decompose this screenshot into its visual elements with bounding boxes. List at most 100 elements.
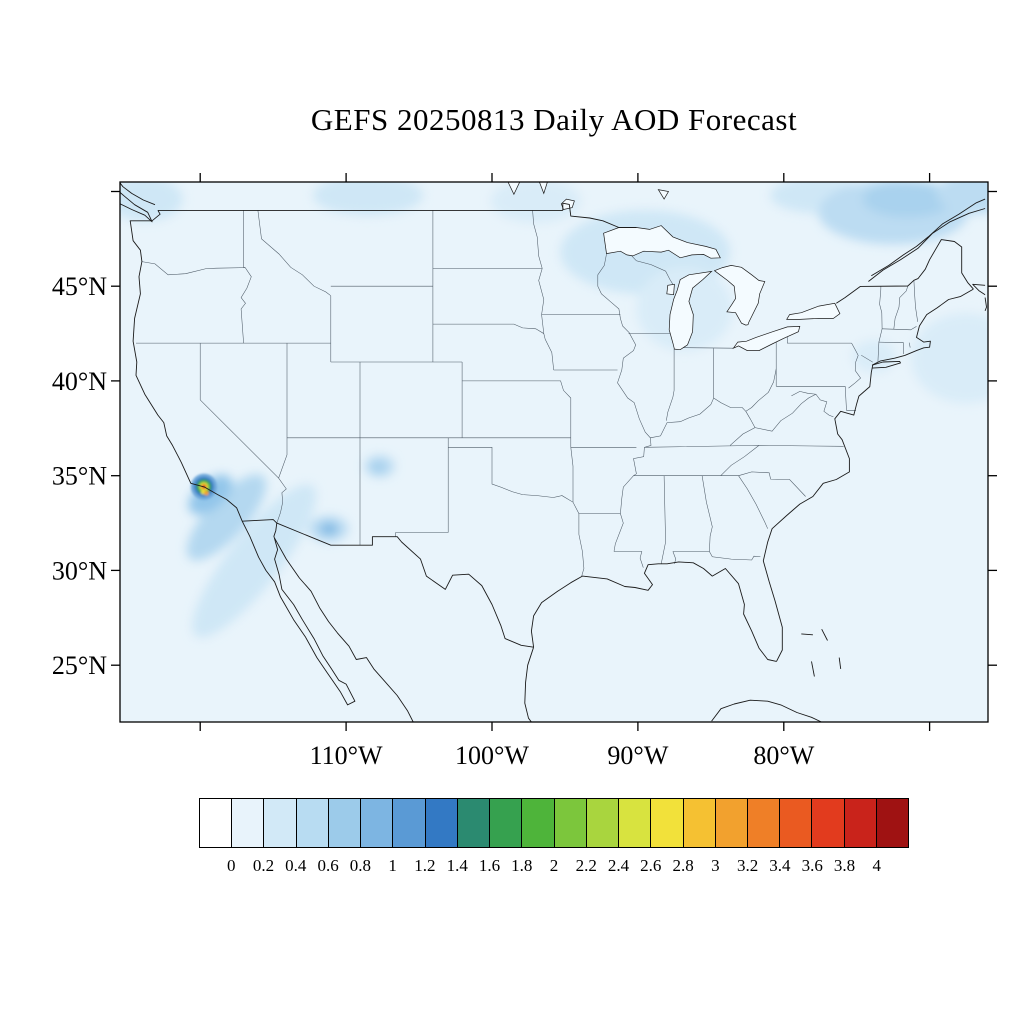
colorbar-tick-label: 0.8 — [349, 856, 372, 875]
aod-hotspot-ring — [204, 490, 209, 496]
colorbar-segment — [392, 798, 426, 848]
colorbar-tick-label: 3 — [711, 856, 720, 875]
colorbar-segment — [714, 798, 748, 848]
coastline — [120, 182, 156, 206]
colorbar-segment — [231, 798, 265, 848]
state-border-line — [278, 343, 288, 479]
lake-shape — [668, 270, 713, 351]
colorbar-tick-label: 3.6 — [801, 856, 823, 875]
lat-tick-label: 30°N — [52, 556, 107, 585]
state-border-line — [432, 323, 554, 371]
state-border-line — [570, 447, 585, 577]
colorbar-tick-label: 4 — [872, 856, 881, 875]
colorbar-segment — [843, 798, 877, 848]
coastline — [274, 537, 414, 722]
colorbar-segment — [489, 798, 523, 848]
coastline — [242, 519, 534, 648]
colorbar-tick-label: 3.8 — [833, 856, 856, 875]
colorbar-tick-label: 2.2 — [575, 856, 597, 875]
colorbar-segment — [811, 798, 845, 848]
coastline — [801, 633, 813, 636]
aod-patch — [186, 474, 267, 561]
state-border-line — [597, 253, 652, 552]
lake-shape — [732, 326, 801, 351]
colorbar: 0 0.2 0.4 0.6 0.8 1 1.2 1.4 1.6 1.8 2 2.2 2.4 2.6 2.8 3… — [199, 798, 910, 875]
colorbar-segment — [746, 798, 781, 848]
axis-ticks — [111, 173, 997, 731]
map-frame — [119, 181, 989, 723]
lake-shape — [657, 189, 670, 200]
colorbar-tick-label: 0.6 — [317, 856, 339, 875]
state-border-line — [141, 261, 246, 276]
colorbar-segment — [875, 798, 910, 848]
state-border-line — [893, 285, 909, 330]
aod-patch — [120, 182, 183, 222]
colorbar-segment — [682, 798, 716, 848]
lon-tick-label: 80°W — [753, 741, 814, 770]
colorbar-tick-label: 1.2 — [414, 856, 436, 875]
map-canvas: 45°N 40°N 35°N 30°N 25°N 110°W 100°W 90°W 80°W — [52, 173, 997, 770]
lake-shape — [539, 182, 548, 195]
state-border-line — [614, 551, 644, 568]
colorbar-tick-label: 2.8 — [672, 856, 694, 875]
colorbar-segment — [199, 798, 233, 848]
colorbar-tick-label: 2 — [549, 856, 559, 875]
state-border-line — [650, 368, 777, 439]
colorbar-tick-label: 2.4 — [607, 856, 630, 875]
colorbar-tick-label: 0 — [227, 856, 236, 875]
aod-patch — [313, 182, 423, 216]
state-border-line — [644, 445, 844, 448]
colorbar-segment — [779, 798, 813, 848]
coastline — [562, 202, 637, 228]
state-border-line — [878, 341, 904, 354]
colorbar-tick-label: 1.6 — [478, 856, 501, 875]
aod-patch — [371, 462, 386, 473]
lon-tick-label: 90°W — [607, 741, 668, 770]
colorbar-tick-label: 1 — [388, 856, 397, 875]
map-background — [120, 182, 988, 722]
lon-tick-label: 110°W — [310, 741, 383, 770]
colorbar-segment — [263, 798, 297, 848]
coastline — [711, 699, 823, 722]
colorbar-segment — [521, 798, 555, 848]
aod-shading-layer — [120, 182, 988, 638]
state-border-line — [395, 532, 449, 537]
colorbar-labels: 0 0.2 0.4 0.6 0.8 1 1.2 1.4 1.6 1.8 2 2.2 2.4 2.6 2.8 3… — [199, 856, 909, 880]
colorbar-segments — [199, 798, 910, 848]
colorbar-tick-label: 3.2 — [736, 856, 759, 875]
state-border-line — [240, 210, 252, 344]
colorbar-segment — [360, 798, 394, 848]
coastline — [129, 210, 243, 522]
state-border-line — [672, 551, 761, 561]
state-border-line — [738, 475, 768, 529]
state-border-line — [720, 445, 760, 476]
coastline — [811, 661, 815, 677]
aod-patch — [192, 484, 317, 638]
state-border-line — [791, 391, 834, 418]
state-border-line — [660, 475, 666, 564]
figure-title: GEFS 20250813 Daily AOD Forecast — [310, 102, 798, 137]
coastline — [524, 647, 535, 722]
lat-tick-label: 45°N — [52, 272, 107, 301]
state-border-line — [701, 475, 713, 552]
state-border-line — [538, 268, 545, 334]
state-border-line — [199, 343, 287, 524]
coastline — [530, 561, 777, 662]
lake-shape — [713, 265, 766, 326]
state-border-line — [861, 354, 873, 363]
state-border-line — [908, 342, 911, 348]
state-border-line — [448, 447, 574, 503]
coastline — [836, 239, 974, 304]
state-border-line — [754, 393, 817, 432]
aod-patch — [325, 526, 336, 534]
aod-patch — [936, 182, 988, 214]
colorbar-tick-label: 1.4 — [446, 856, 468, 875]
coastline — [241, 520, 356, 706]
colorbar-segment — [456, 798, 491, 848]
state-border-line — [666, 348, 675, 421]
colorbar-segment — [327, 798, 362, 848]
lake-shape — [786, 302, 841, 320]
coastline — [762, 288, 974, 662]
coastline — [821, 628, 828, 641]
